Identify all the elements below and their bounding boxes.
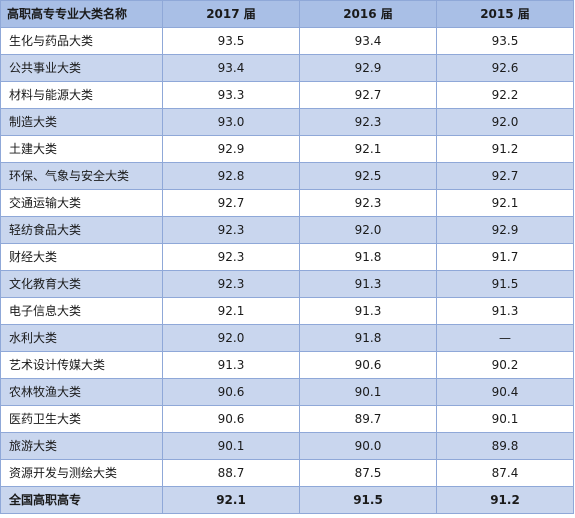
- row-label: 财经大类: [0, 243, 163, 271]
- row-label: 交通运输大类: [0, 189, 163, 217]
- cell-2015: 92.6: [436, 54, 574, 82]
- row-label: 轻纺食品大类: [0, 216, 163, 244]
- cell-2017: 88.7: [162, 459, 300, 487]
- cell-2017: 92.7: [162, 189, 300, 217]
- table-row: 轻纺食品大类 92.3 92.0 92.9: [0, 216, 574, 244]
- cell-2015: 92.0: [436, 108, 574, 136]
- header-2017: 2017 届: [162, 0, 300, 28]
- cell-2017: 93.4: [162, 54, 300, 82]
- row-label: 环保、气象与安全大类: [0, 162, 163, 190]
- cell-2017: 93.3: [162, 81, 300, 109]
- cell-2017: 91.3: [162, 351, 300, 379]
- cell-2015: —: [436, 324, 574, 352]
- cell-2016: 91.3: [299, 270, 437, 298]
- total-row: 全国高职高专 92.1 91.5 91.2: [0, 486, 574, 514]
- row-label: 旅游大类: [0, 432, 163, 460]
- cell-2017: 92.1: [162, 297, 300, 325]
- cell-2015: 91.5: [436, 270, 574, 298]
- cell-2017: 92.3: [162, 216, 300, 244]
- table-row: 制造大类 93.0 92.3 92.0: [0, 108, 574, 136]
- row-label: 生化与药品大类: [0, 27, 163, 55]
- cell-2015: 89.8: [436, 432, 574, 460]
- cell-2017: 90.6: [162, 378, 300, 406]
- cell-2016: 93.4: [299, 27, 437, 55]
- total-label: 全国高职高专: [0, 486, 163, 514]
- cell-2015: 92.1: [436, 189, 574, 217]
- cell-2016: 90.1: [299, 378, 437, 406]
- cell-2016: 92.3: [299, 108, 437, 136]
- table-row: 交通运输大类 92.7 92.3 92.1: [0, 189, 574, 217]
- cell-2016: 91.3: [299, 297, 437, 325]
- total-2017: 92.1: [162, 486, 300, 514]
- table-row: 财经大类 92.3 91.8 91.7: [0, 243, 574, 271]
- cell-2017: 93.0: [162, 108, 300, 136]
- header-2016: 2016 届: [299, 0, 437, 28]
- table-row: 材料与能源大类 93.3 92.7 92.2: [0, 81, 574, 109]
- cell-2015: 91.2: [436, 135, 574, 163]
- row-label: 医药卫生大类: [0, 405, 163, 433]
- row-label: 土建大类: [0, 135, 163, 163]
- cell-2016: 92.0: [299, 216, 437, 244]
- table-row: 水利大类 92.0 91.8—: [0, 324, 574, 352]
- table-row: 艺术设计传媒大类 91.3 90.6 90.2: [0, 351, 574, 379]
- table-row: 土建大类 92.9 92.1 91.2: [0, 135, 574, 163]
- row-label: 水利大类: [0, 324, 163, 352]
- cell-2017: 92.3: [162, 243, 300, 271]
- cell-2016: 92.5: [299, 162, 437, 190]
- cell-2017: 92.9: [162, 135, 300, 163]
- cell-2017: 92.0: [162, 324, 300, 352]
- total-2015: 91.2: [436, 486, 574, 514]
- table-row: 资源开发与测绘大类 88.7 87.5 87.4: [0, 459, 574, 487]
- cell-2016: 91.8: [299, 243, 437, 271]
- table-row: 医药卫生大类 90.6 89.7 90.1: [0, 405, 574, 433]
- table-row: 生化与药品大类 93.5 93.4 93.5: [0, 27, 574, 55]
- cell-2016: 92.9: [299, 54, 437, 82]
- cell-2015: 93.5: [436, 27, 574, 55]
- cell-2017: 93.5: [162, 27, 300, 55]
- cell-2016: 90.6: [299, 351, 437, 379]
- cell-2015: 91.7: [436, 243, 574, 271]
- cell-2015: 91.3: [436, 297, 574, 325]
- row-label: 制造大类: [0, 108, 163, 136]
- cell-2016: 92.1: [299, 135, 437, 163]
- header-category: 高职高专专业大类名称: [0, 0, 163, 28]
- row-label: 农林牧渔大类: [0, 378, 163, 406]
- cell-2016: 87.5: [299, 459, 437, 487]
- cell-2016: 92.7: [299, 81, 437, 109]
- cell-2015: 90.4: [436, 378, 574, 406]
- header-2015: 2015 届: [436, 0, 574, 28]
- table-row: 旅游大类 90.1 90.0 89.8: [0, 432, 574, 460]
- table-row: 环保、气象与安全大类 92.8 92.5 92.7: [0, 162, 574, 190]
- row-label: 艺术设计传媒大类: [0, 351, 163, 379]
- table-row: 电子信息大类 92.1 91.3 91.3: [0, 297, 574, 325]
- cell-2015: 92.2: [436, 81, 574, 109]
- cell-2017: 92.8: [162, 162, 300, 190]
- row-label: 文化教育大类: [0, 270, 163, 298]
- table-row: 公共事业大类 93.4 92.9 92.6: [0, 54, 574, 82]
- cell-2016: 91.8: [299, 324, 437, 352]
- row-label: 公共事业大类: [0, 54, 163, 82]
- header-row: 高职高专专业大类名称 2017 届 2016 届 2015 届: [0, 0, 574, 28]
- total-2016: 91.5: [299, 486, 437, 514]
- cell-2015: 92.7: [436, 162, 574, 190]
- cell-2017: 90.1: [162, 432, 300, 460]
- table-row: 文化教育大类 92.3 91.3 91.5: [0, 270, 574, 298]
- cell-2015: 90.1: [436, 405, 574, 433]
- cell-2015: 90.2: [436, 351, 574, 379]
- table-row: 农林牧渔大类 90.6 90.1 90.4: [0, 378, 574, 406]
- cell-2017: 90.6: [162, 405, 300, 433]
- cell-2016: 89.7: [299, 405, 437, 433]
- row-label: 资源开发与测绘大类: [0, 459, 163, 487]
- cell-2016: 90.0: [299, 432, 437, 460]
- row-label: 材料与能源大类: [0, 81, 163, 109]
- cell-2015: 87.4: [436, 459, 574, 487]
- cell-2017: 92.3: [162, 270, 300, 298]
- cell-2015: 92.9: [436, 216, 574, 244]
- cell-2016: 92.3: [299, 189, 437, 217]
- row-label: 电子信息大类: [0, 297, 163, 325]
